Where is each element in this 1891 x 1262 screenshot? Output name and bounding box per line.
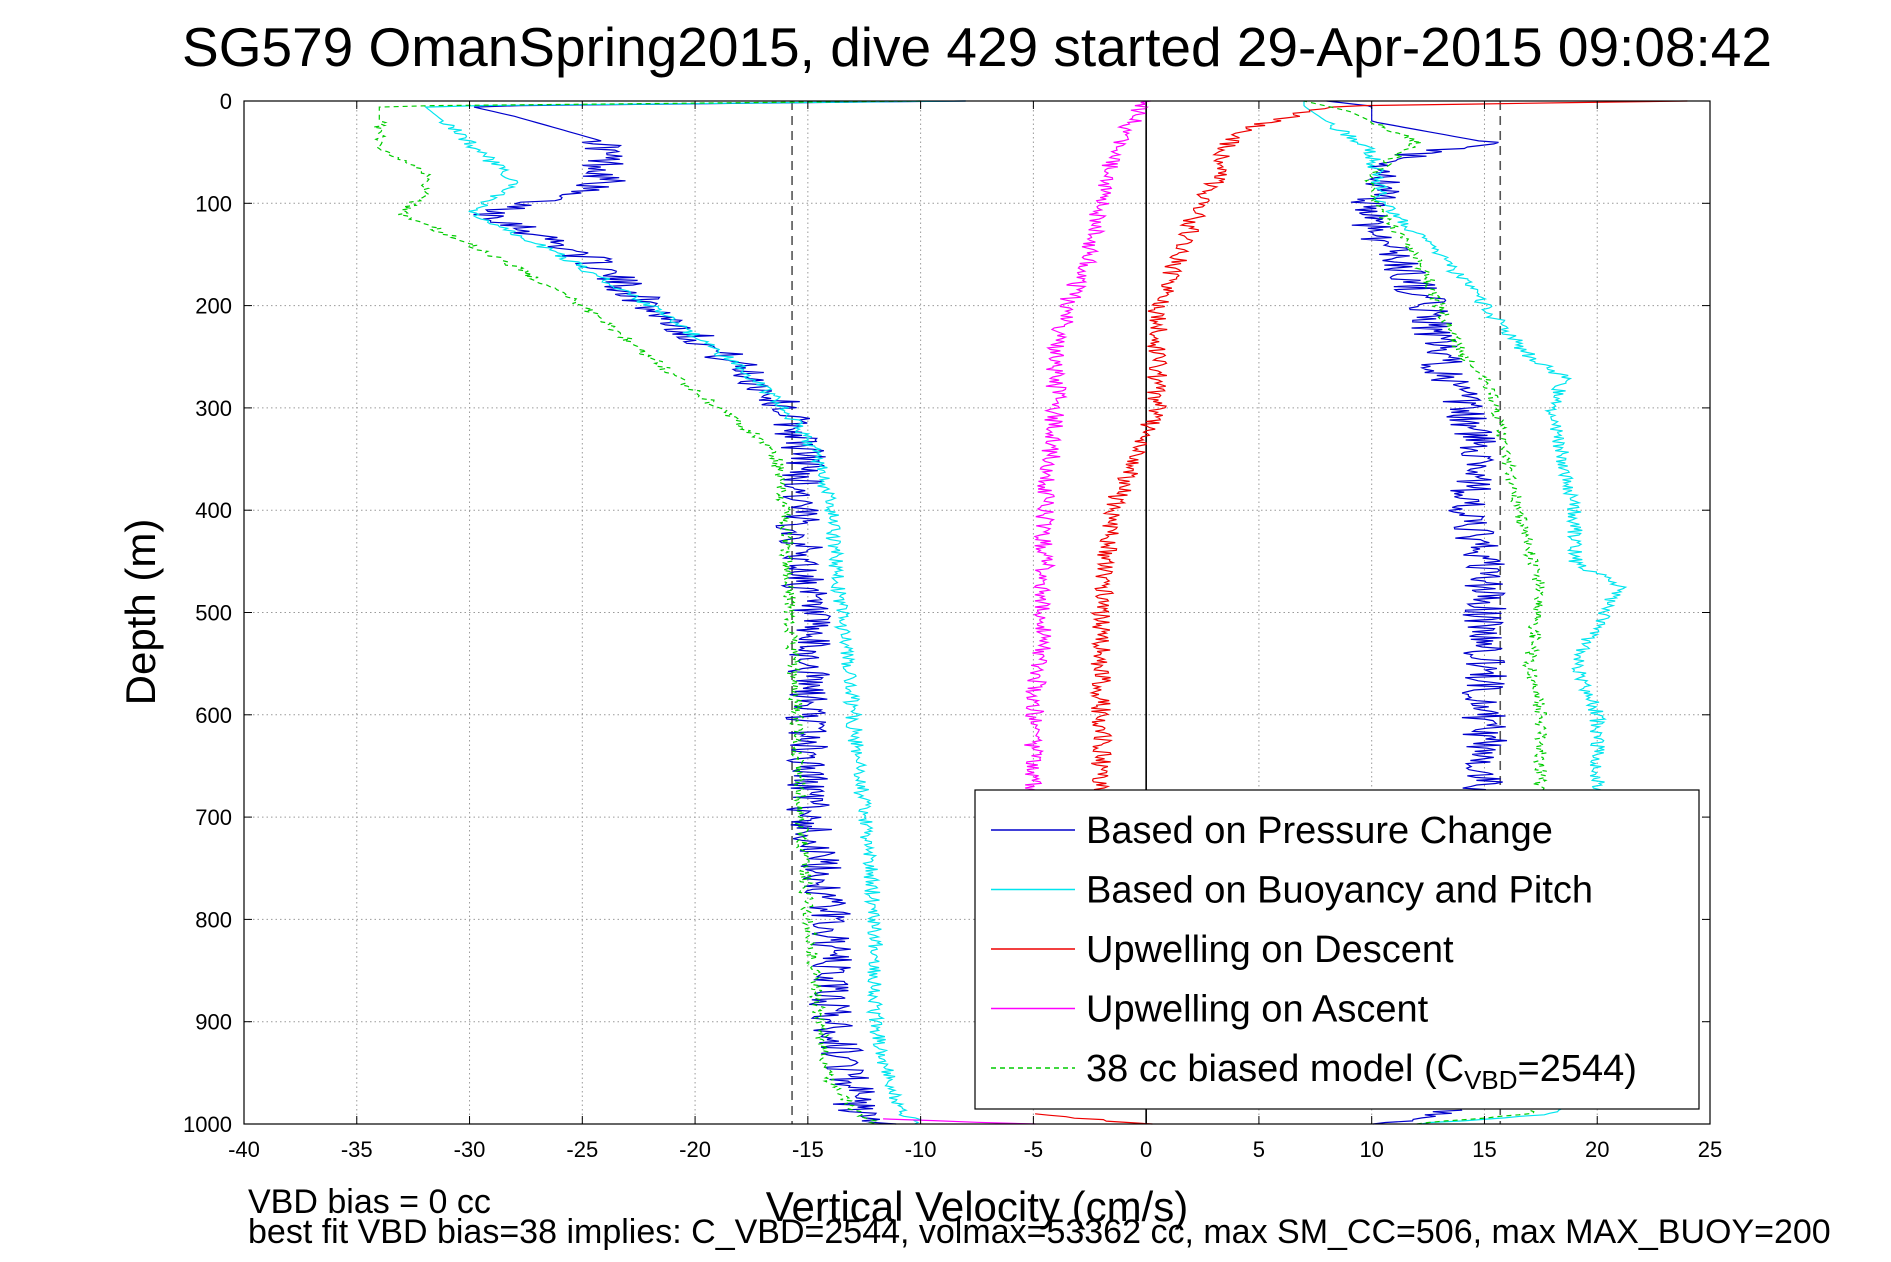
series-line-descent [424, 100, 966, 1125]
y-tick-label: 200 [195, 294, 232, 319]
y-tick-label: 500 [195, 601, 232, 626]
y-tick-label: 0 [220, 89, 232, 114]
x-tick-label: 5 [1253, 1137, 1265, 1162]
y-tick-label: 700 [195, 805, 232, 830]
x-axis-label: Vertical Velocity (cm/s) [766, 1183, 1188, 1230]
legend-label: Based on Buoyancy and Pitch [1086, 870, 1593, 912]
y-tick-label: 900 [195, 1010, 232, 1035]
legend-label: Upwelling on Ascent [1086, 989, 1429, 1031]
series-line-descent [1021, 100, 1151, 818]
legend-box [974, 789, 1700, 1110]
x-tick-label: 25 [1698, 1137, 1722, 1162]
x-tick-label: -10 [905, 1137, 937, 1162]
footnote-best-fit: best fit VBD bias=38 implies: C_VBD=2544… [248, 1213, 1831, 1251]
y-tick-label: 300 [195, 396, 232, 421]
legend-label: Upwelling on Descent [1086, 929, 1454, 971]
x-tick-label: 10 [1359, 1137, 1383, 1162]
axis-ticks: -40 -35 -30 -25 -20 -15 -10 -5 0 5 10 15 20 25 0 100 200… [183, 89, 1722, 1162]
x-tick-label: -20 [679, 1137, 711, 1162]
series-line-descent [373, 100, 921, 1125]
y-tick-label: 600 [195, 703, 232, 728]
x-tick-label: -5 [1024, 1137, 1044, 1162]
chart-title: SG579 OmanSpring2015, dive 429 started 2… [182, 16, 1772, 78]
y-tick-label: 1000 [183, 1112, 232, 1137]
series-line-descent [473, 100, 966, 1125]
footnote-vbd-bias: VBD bias = 0 cc [248, 1183, 491, 1221]
y-tick-label: 100 [195, 191, 232, 216]
x-tick-label: 15 [1472, 1137, 1496, 1162]
legend-label: 38 cc biased model (CVBD=2544) [1086, 1048, 1637, 1095]
y-tick-label: 800 [195, 907, 232, 932]
x-tick-label: -30 [454, 1137, 486, 1162]
legend-label: Based on Pressure Change [1086, 810, 1553, 852]
x-tick-label: -15 [792, 1137, 824, 1162]
x-tick-label: -25 [566, 1137, 598, 1162]
y-tick-label: 400 [195, 498, 232, 523]
grid [244, 101, 1710, 1124]
series-line-ascent [883, 1118, 1036, 1125]
series-line-ascent [1035, 1113, 1153, 1125]
y-axis-label: Depth (m) [117, 519, 164, 706]
x-tick-label: -40 [228, 1137, 260, 1162]
legend: Based on Pressure Change Based on Buoyanc… [974, 789, 1700, 1110]
series-layer [373, 100, 1688, 1125]
x-tick-label: 0 [1140, 1137, 1152, 1162]
series-line-ascent [1303, 100, 1548, 1125]
x-tick-label: -35 [341, 1137, 373, 1162]
series-line-descent [1089, 100, 1688, 818]
x-tick-label: 20 [1585, 1137, 1609, 1162]
